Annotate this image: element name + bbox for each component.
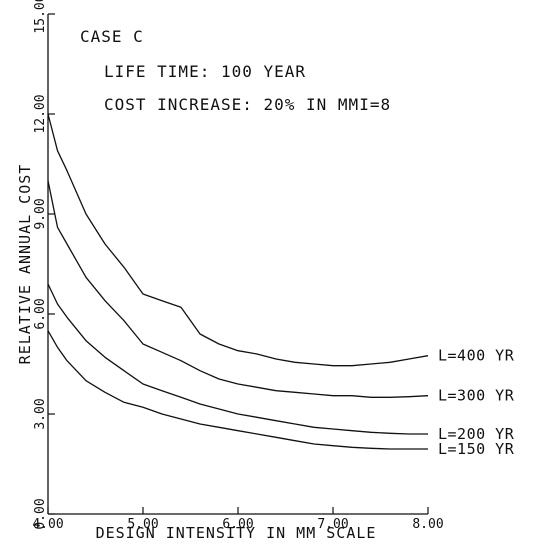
x-tick-label: 4.00 [32, 517, 63, 532]
series-line-l-200-yr [47, 283, 428, 435]
x-tick-label: 8.00 [412, 517, 443, 532]
series-label: L=300 YR [438, 387, 515, 405]
series-line-l-300-yr [47, 180, 429, 398]
annotation-case: CASE C [80, 27, 144, 46]
ticks: 4.00 5.00 6.00 7.00 8.00 0.00 3.00 6.00 9.00 12.0… [32, 0, 443, 532]
series-line-l-150-yr [47, 330, 428, 450]
annotation-lifetime: LIFE TIME: 100 YEAR [104, 62, 306, 81]
series-line-l-400-yr [47, 113, 429, 367]
y-axis-title: RELATIVE ANNUAL COST [16, 164, 34, 365]
annotation-cost-increase: COST INCREASE: 20% IN MMI=8 [104, 95, 391, 114]
series-label: L=150 YR [438, 440, 515, 458]
y-tick-label: 9.00 [33, 198, 48, 229]
y-tick-label: 0.00 [33, 498, 48, 529]
curves [47, 113, 429, 450]
series-label: L=200 YR [438, 425, 515, 443]
axes [47, 14, 428, 515]
y-tick-label: 15.00 [33, 0, 48, 34]
x-axis-title: DESIGN INTENSITY IN MM SCALE [96, 524, 377, 542]
y-tick-label: 3.00 [33, 398, 48, 429]
x-tick-label: 7.00 [317, 517, 348, 532]
x-tick-label: 5.00 [127, 517, 158, 532]
y-tick-label: 12.00 [33, 94, 48, 133]
series-label: L=400 YR [438, 347, 515, 365]
x-tick-label: 6.00 [222, 517, 253, 532]
series-labels: L=400 YR L=300 YR L=200 YRL=150 YR [438, 347, 515, 458]
y-tick-label: 6.00 [33, 298, 48, 329]
